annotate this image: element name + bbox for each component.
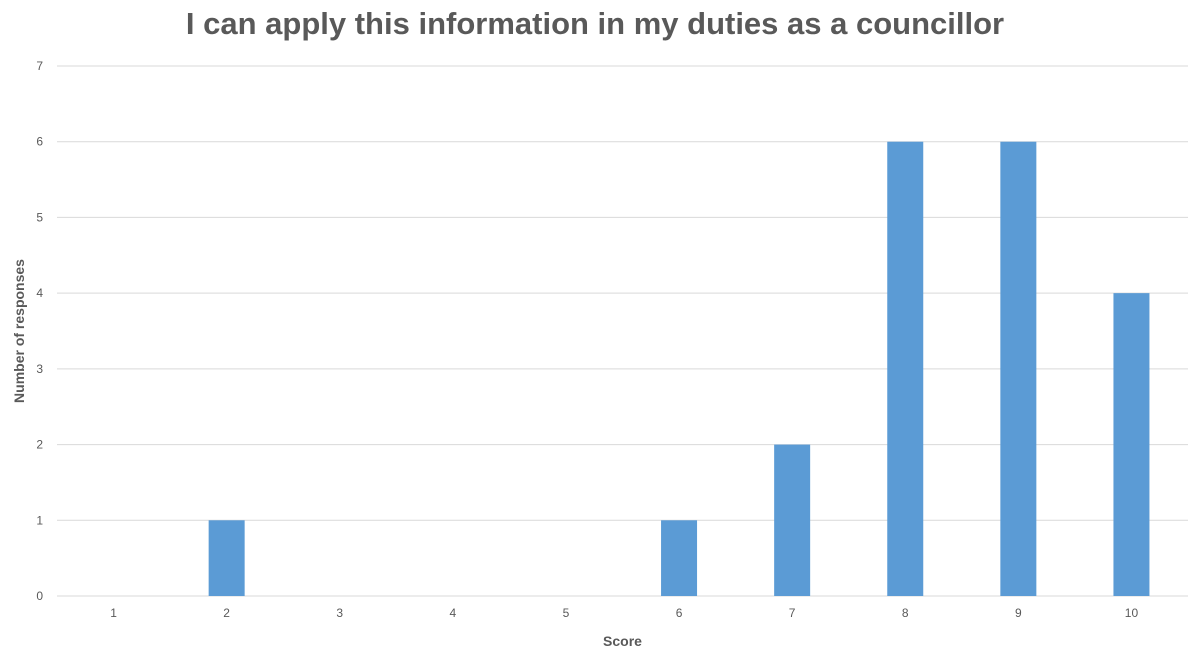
x-tick-label: 10 xyxy=(1125,606,1139,620)
y-tick-label: 6 xyxy=(36,135,43,149)
y-tick-label: 4 xyxy=(36,286,43,300)
bars xyxy=(208,141,1150,596)
gridlines xyxy=(57,65,1188,597)
bar-score-8 xyxy=(887,141,924,596)
x-tick-label: 9 xyxy=(1015,606,1022,620)
x-tick-label: 3 xyxy=(336,606,343,620)
x-tick-label: 8 xyxy=(902,606,909,620)
x-axis-title: Score xyxy=(603,633,642,649)
x-tick-label: 4 xyxy=(450,606,457,620)
x-tick-label: 2 xyxy=(223,606,230,620)
chart-title: I can apply this information in my dutie… xyxy=(185,6,1005,41)
bar-score-2 xyxy=(208,520,245,596)
bar-score-9 xyxy=(1000,141,1037,596)
x-tick-label: 7 xyxy=(789,606,796,620)
y-tick-label: 7 xyxy=(36,59,43,73)
y-tick-label: 5 xyxy=(36,210,43,224)
y-tick-label: 0 xyxy=(36,589,43,603)
x-tick-label: 1 xyxy=(110,606,117,620)
bar-score-10 xyxy=(1113,293,1150,596)
y-tick-label: 2 xyxy=(36,438,43,452)
y-tick-label: 3 xyxy=(36,362,43,376)
y-tick-label: 1 xyxy=(36,513,43,527)
x-axis-ticks: 1 2 3 4 5 6 7 8 9 10 xyxy=(110,606,1138,620)
y-axis-ticks: 0 1 2 3 4 5 6 7 xyxy=(36,59,43,603)
bar-score-6 xyxy=(661,520,698,596)
y-axis-title: Number of responses xyxy=(11,259,27,403)
bar-score-7 xyxy=(774,444,811,596)
x-tick-label: 6 xyxy=(676,606,683,620)
x-tick-label: 5 xyxy=(563,606,570,620)
